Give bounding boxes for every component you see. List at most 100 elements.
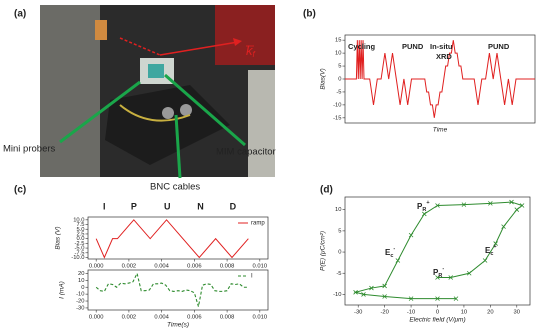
y-tick-label: 0: [338, 250, 341, 256]
x-axis-label: Time: [433, 127, 448, 134]
phase-label: I: [103, 201, 106, 211]
y-tick-label: -7.5: [75, 250, 85, 256]
y-tick-label: -10: [333, 102, 341, 108]
legend-label: ramp: [251, 221, 265, 227]
x-tick-label: 0.008: [220, 315, 235, 321]
data-point: [408, 232, 414, 238]
data-point: [461, 202, 467, 207]
vector-sub: f: [253, 50, 256, 59]
series-line: [353, 201, 524, 300]
vector-label: kf: [246, 43, 256, 59]
data-point: [361, 292, 366, 297]
x-tick-label: 0.010: [253, 315, 268, 321]
x-tick-label: 0.006: [187, 315, 202, 321]
annotation-sup: +: [493, 244, 496, 250]
annotation: PR-: [433, 266, 444, 279]
data-point: [408, 296, 414, 301]
y-axis-label: Bias (V): [55, 226, 62, 249]
x-axis-label: Electric field (V/μm): [409, 317, 465, 324]
y-tick-label: 10: [78, 278, 84, 284]
photo-chip: [148, 64, 164, 78]
annotation: Ec-: [385, 246, 395, 259]
y-tick-label: -20: [76, 299, 84, 305]
data-point: [353, 290, 358, 295]
series-line: [95, 219, 249, 259]
x-tick-label: 0.010: [253, 264, 268, 270]
pointer: [164, 73, 246, 147]
y-tick-label: -5.0: [75, 246, 85, 252]
photo-side: [40, 5, 100, 177]
x-tick-label: -10: [407, 310, 415, 316]
legend-label: I: [251, 274, 253, 280]
data-point: [369, 285, 374, 291]
annotation-base: P: [417, 202, 423, 211]
pointer: [174, 114, 182, 179]
y-tick-label: -10.0: [71, 255, 84, 261]
y-tick-label: 10: [335, 207, 341, 213]
y-tick-label: 0: [338, 77, 341, 83]
data-point: [453, 296, 459, 301]
panel-label: (d): [320, 185, 333, 196]
y-tick-label: -10: [76, 292, 84, 298]
photo-label: Mini probers: [3, 144, 56, 155]
x-tick-label: 10: [461, 310, 467, 316]
annotation-sup: -: [442, 266, 444, 272]
y-tick-label: 10.0: [73, 217, 84, 223]
phase-label: D: [230, 201, 237, 211]
y-tick-label: -10: [333, 292, 341, 298]
y-axis-label: P(E) (μC/cm²): [320, 231, 327, 271]
phase-label: N: [197, 201, 204, 211]
y-tick-label: 5: [338, 64, 341, 70]
photo-bnc: [180, 104, 192, 116]
annotation: In-situ: [430, 42, 453, 51]
data-point: [488, 201, 493, 206]
x-tick-label: 0.006: [187, 264, 202, 270]
panel-label: (a): [14, 9, 26, 20]
photo-cable: [119, 104, 191, 122]
pointer: [59, 80, 141, 144]
data-point: [509, 199, 514, 205]
y-axis-label: I (mA): [59, 281, 66, 299]
phase-label: P: [131, 201, 137, 211]
y-tick-label: 0.0: [76, 236, 84, 242]
x-tick-label: 30: [514, 310, 520, 316]
y-tick-label: 5.0: [76, 227, 84, 233]
annotation: XRD: [436, 52, 452, 61]
photo-bnc: [162, 107, 174, 119]
x-tick-label: 0.008: [220, 264, 235, 270]
photo-right: [248, 70, 275, 177]
data-point: [514, 207, 520, 212]
data-point: [395, 258, 401, 263]
photo: kf Mini probers MIM capacitor BNC cables: [3, 5, 276, 193]
data-point: [501, 224, 506, 229]
data-point: [435, 203, 440, 208]
plot-frame: [87, 216, 269, 260]
annotation-sub: R: [438, 273, 442, 279]
plot-frame: [344, 196, 531, 306]
y-tick-label: 5: [338, 228, 341, 234]
y-tick-label: 10: [335, 51, 341, 57]
annotation: PUND: [488, 42, 510, 51]
data-point: [482, 258, 488, 263]
series-line: [345, 40, 535, 118]
y-tick-label: -5: [336, 89, 341, 95]
x-tick-label: 0.002: [122, 315, 137, 321]
x-tick-label: 0.004: [154, 315, 169, 321]
x-tick-label: 0.000: [89, 315, 104, 321]
y-tick-label: -30: [76, 305, 84, 311]
annotation-base: P: [433, 268, 439, 277]
x-tick-label: 0.000: [89, 264, 104, 270]
x-tick-label: -20: [380, 310, 388, 316]
photo-label: BNC cables: [150, 182, 200, 193]
y-tick-label: 15: [335, 38, 341, 44]
x-tick-label: 0.002: [122, 264, 137, 270]
y-tick-label: -2.5: [75, 241, 85, 247]
data-point: [435, 296, 440, 301]
annotation-base: E: [385, 248, 391, 257]
y-tick-label: -15: [333, 115, 341, 121]
phase-label: U: [164, 201, 171, 211]
data-point: [519, 203, 525, 208]
y-tick-label: -5: [336, 271, 341, 277]
annotation: Ec+: [485, 244, 497, 257]
